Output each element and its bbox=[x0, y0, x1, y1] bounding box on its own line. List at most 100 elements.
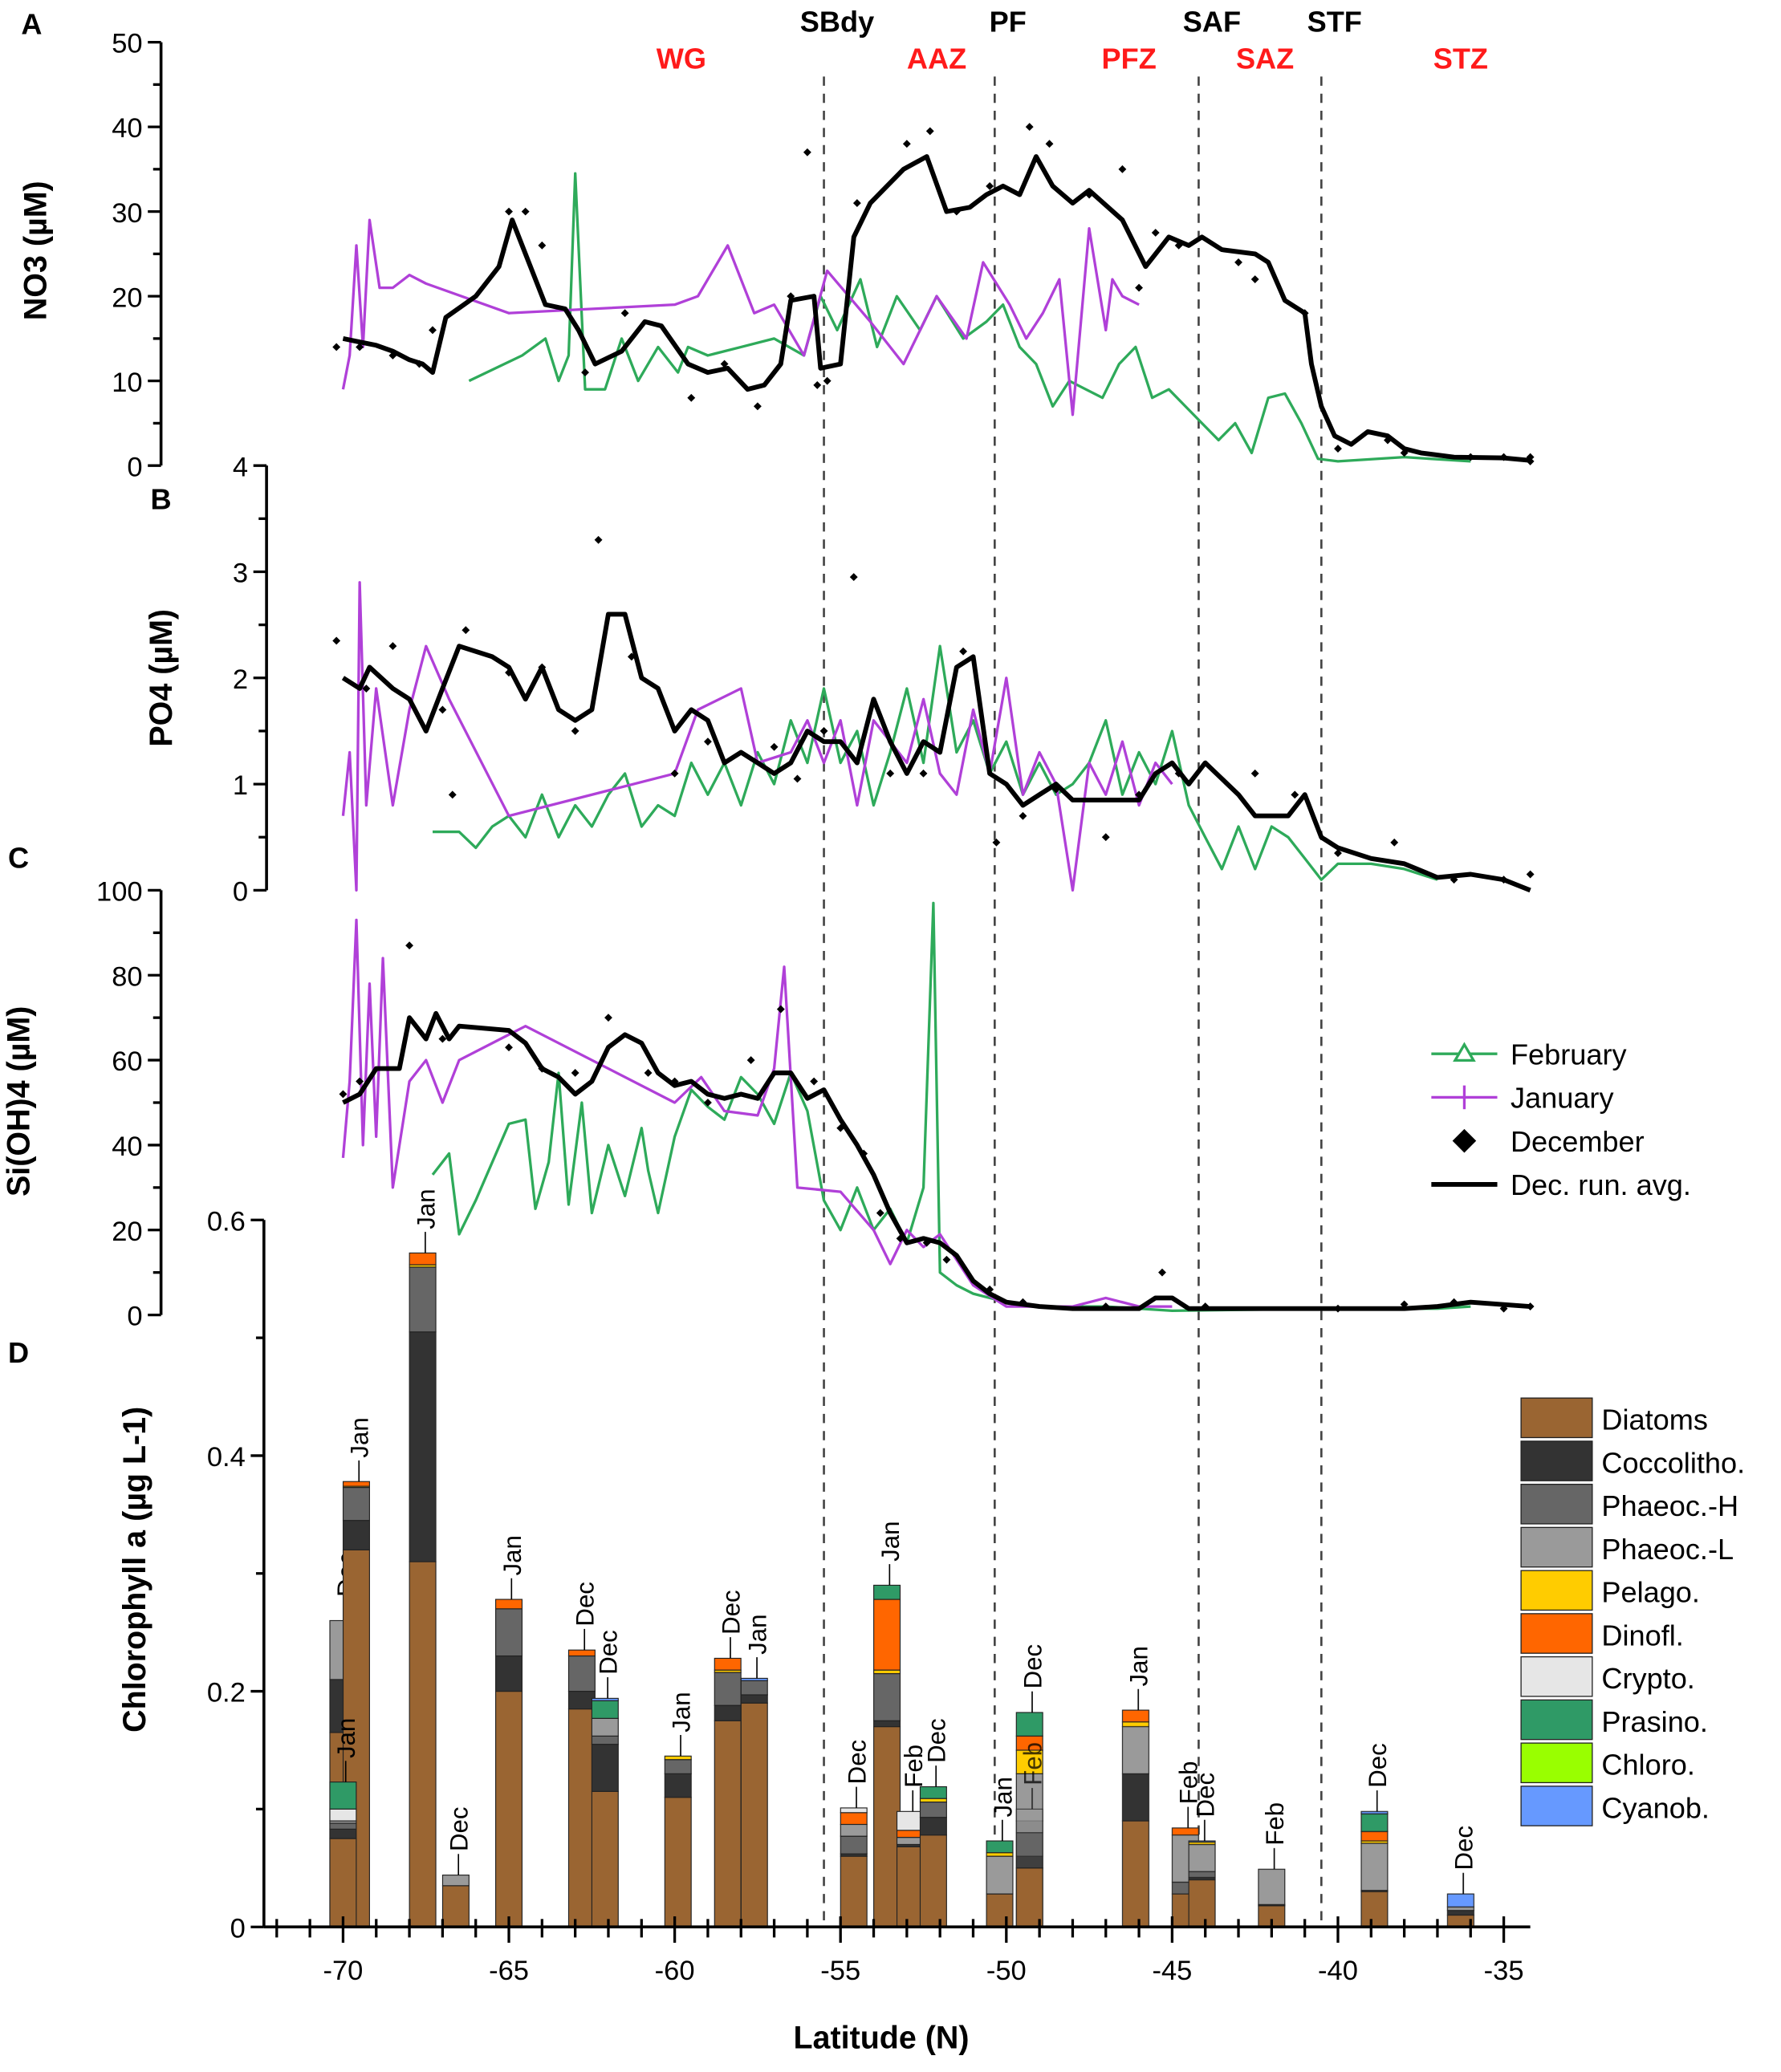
december-point bbox=[1250, 769, 1259, 778]
december-point bbox=[876, 1209, 884, 1217]
december-point bbox=[952, 207, 961, 216]
december-point bbox=[919, 769, 928, 778]
y-tick-label: 4 bbox=[233, 452, 248, 482]
y-tick-label: 0.6 bbox=[207, 1206, 246, 1237]
february-series-line-B bbox=[433, 644, 1438, 881]
month-label: Dec bbox=[595, 1630, 623, 1675]
december-point bbox=[959, 647, 968, 656]
stacked-bar-feb: Feb bbox=[1258, 1802, 1289, 1928]
december-point bbox=[356, 343, 364, 351]
bar-segment-diatoms bbox=[919, 1834, 947, 1928]
month-label: Jan bbox=[876, 1521, 905, 1561]
stacked-bar-dec: Dec bbox=[1446, 1826, 1478, 1928]
stacked-bar-feb: Feb bbox=[1015, 1742, 1047, 1928]
bar-segment-diatoms bbox=[840, 1855, 868, 1928]
stacked-bar-dec: Dec bbox=[567, 1582, 600, 1928]
stacked-bar-jan: Jan bbox=[873, 1521, 905, 1928]
run-series-line-A bbox=[342, 154, 1531, 463]
bar-segment-dinofl bbox=[1171, 1827, 1199, 1836]
bar-segment-phaeoH bbox=[1015, 1832, 1043, 1857]
december-point bbox=[803, 148, 811, 156]
december-point bbox=[813, 380, 822, 389]
y-tick-label: 3 bbox=[233, 559, 248, 589]
bar-segment-cocco bbox=[740, 1694, 768, 1704]
bar-segment-diatoms bbox=[409, 1561, 437, 1928]
bar-segment-pelago bbox=[986, 1852, 1014, 1857]
y-tick-label: 0 bbox=[230, 1913, 246, 1944]
bar-segment-diatoms bbox=[329, 1838, 357, 1928]
front-label: SBdy bbox=[800, 5, 874, 38]
zone-label: PFZ bbox=[1102, 42, 1157, 75]
y-tick-label: 50 bbox=[112, 29, 142, 59]
y-tick-label: 0.2 bbox=[207, 1678, 246, 1708]
bar-segment-cocco bbox=[1446, 1910, 1474, 1916]
bar-segment-cocco bbox=[495, 1655, 523, 1692]
bar-segment-prasino bbox=[873, 1584, 901, 1600]
bar-segment-diatoms bbox=[591, 1790, 619, 1928]
december-point bbox=[1101, 833, 1110, 842]
stacked-bar-jan: Jan bbox=[664, 1692, 696, 1928]
december-point bbox=[986, 182, 994, 190]
legend-label-cocco: Coccolitho. bbox=[1601, 1446, 1745, 1479]
y-axis-title: Si(OH)4 (µM) bbox=[1, 1006, 36, 1196]
december-point bbox=[1526, 870, 1535, 879]
bar-segment-phaeoL bbox=[1121, 1726, 1149, 1774]
stacked-bar-dec: Dec bbox=[591, 1630, 623, 1928]
bar-segment-dinofl bbox=[409, 1252, 437, 1266]
january-series-line-C bbox=[341, 918, 1173, 1308]
legend-swatch-cocco bbox=[1520, 1440, 1593, 1481]
december-point bbox=[339, 1090, 348, 1099]
month-label: Dec bbox=[718, 1590, 746, 1635]
bar-segment-diatoms bbox=[441, 1885, 470, 1928]
month-label: Jan bbox=[668, 1692, 696, 1732]
bar-segment-cocco bbox=[664, 1773, 692, 1798]
bar-segment-cyanob bbox=[740, 1677, 768, 1681]
month-label: Dec bbox=[1450, 1826, 1478, 1871]
legend-label-phaeoL: Phaeoc.-L bbox=[1601, 1533, 1734, 1566]
bar-segment-phaeoH bbox=[409, 1266, 437, 1333]
december-point bbox=[776, 1005, 785, 1014]
bar-segment-diatoms bbox=[714, 1720, 742, 1928]
december-point bbox=[1384, 436, 1392, 445]
december-point bbox=[687, 393, 696, 402]
december-point bbox=[852, 199, 861, 208]
december-point bbox=[362, 685, 371, 693]
bar-segment-phaeoH bbox=[329, 1822, 357, 1830]
month-label: Dec bbox=[844, 1740, 872, 1785]
december-point bbox=[388, 642, 397, 651]
bar-segment-cocco bbox=[567, 1690, 596, 1710]
x-tick-label: -40 bbox=[1318, 1956, 1358, 1986]
bar-segment-phaeoH bbox=[919, 1802, 947, 1818]
legend-label: February bbox=[1511, 1038, 1627, 1071]
bar-segment-phaeoL bbox=[591, 1717, 619, 1737]
december-point bbox=[538, 663, 547, 672]
december-point bbox=[1499, 876, 1508, 884]
y-tick-label: 10 bbox=[112, 368, 142, 398]
stacked-bar-dec: Dec bbox=[919, 1718, 951, 1928]
december-point bbox=[902, 140, 911, 148]
legend-label-pelago: Pelago. bbox=[1601, 1576, 1700, 1609]
legend-item-february: February bbox=[1431, 1038, 1627, 1071]
december-point bbox=[1019, 811, 1027, 820]
december-point bbox=[1526, 457, 1535, 465]
y-tick-label: 2 bbox=[233, 664, 248, 695]
y-tick-label: 40 bbox=[112, 1131, 142, 1162]
december-point bbox=[704, 737, 712, 746]
month-label: Dec bbox=[1019, 1644, 1047, 1689]
bar-segment-cocco bbox=[342, 1520, 370, 1550]
stacked-bar-feb: Feb bbox=[896, 1745, 928, 1928]
december-point bbox=[571, 1069, 579, 1077]
bar-segment-phaeoH bbox=[664, 1759, 692, 1774]
bar-segment-dinofl bbox=[342, 1481, 370, 1487]
legend-label-chloro: Chloro. bbox=[1601, 1749, 1695, 1782]
zone-label: WG bbox=[657, 42, 706, 75]
december-point bbox=[438, 705, 447, 714]
bar-segment-phaeoH bbox=[840, 1835, 868, 1855]
y-tick-label: 0 bbox=[127, 452, 142, 482]
february-series-line-A bbox=[468, 172, 1471, 463]
triangle-marker-icon bbox=[1453, 1042, 1476, 1062]
x-tick-label: -35 bbox=[1484, 1956, 1524, 1986]
month-label: Feb bbox=[900, 1745, 928, 1788]
bar-segment-phaeoH bbox=[342, 1486, 370, 1521]
